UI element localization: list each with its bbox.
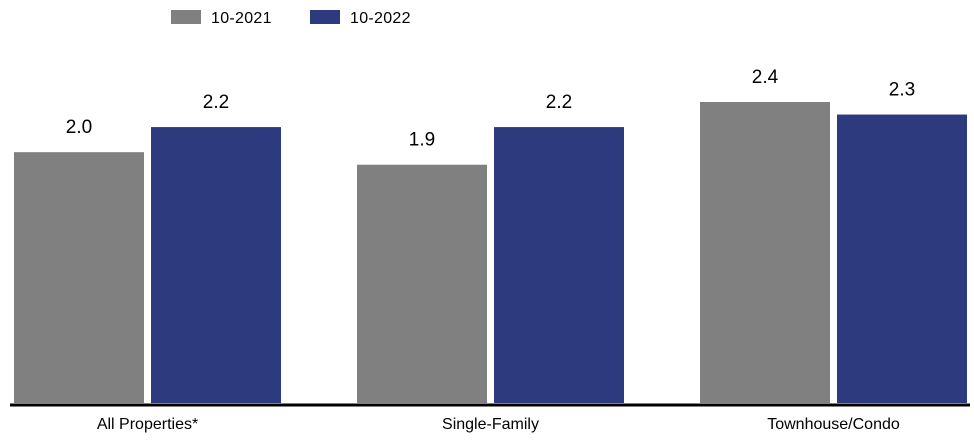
legend-swatch-10-2022 [310, 10, 340, 24]
bars-group [14, 102, 967, 404]
chart-legend: 10-2021 10-2022 [171, 10, 411, 27]
value-labels-group: 2.0 2.2 1.9 2.2 2.4 2.3 [66, 67, 915, 151]
value-label-townhouse-condo-10-2022: 2.3 [889, 80, 915, 101]
value-label-all-properties-10-2022: 2.2 [203, 92, 229, 113]
x-tick-label-townhouse-condo: Townhouse/Condo [767, 416, 900, 433]
legend-label-10-2022: 10-2022 [350, 10, 411, 27]
bar-single-family-10-2021 [357, 164, 487, 403]
bar-townhouse-condo-10-2022 [837, 114, 967, 404]
value-label-all-properties-10-2021: 2.0 [66, 117, 92, 138]
bar-all-properties-10-2021 [14, 152, 144, 403]
x-axis-tick-labels: All Properties* Single-Family Townhouse/Co… [97, 416, 900, 433]
legend-swatch-10-2021 [171, 10, 201, 24]
bar-all-properties-10-2022 [151, 127, 281, 403]
value-label-townhouse-condo-10-2021: 2.4 [752, 67, 779, 88]
legend-label-10-2021: 10-2021 [211, 10, 272, 27]
bar-townhouse-condo-10-2021 [700, 102, 830, 403]
x-tick-label-single-family: Single-Family [442, 416, 539, 433]
value-label-single-family-10-2021: 1.9 [409, 130, 435, 151]
x-tick-label-all-properties: All Properties* [97, 416, 198, 433]
value-label-single-family-10-2022: 2.2 [546, 92, 572, 113]
bar-single-family-10-2022 [494, 127, 624, 403]
